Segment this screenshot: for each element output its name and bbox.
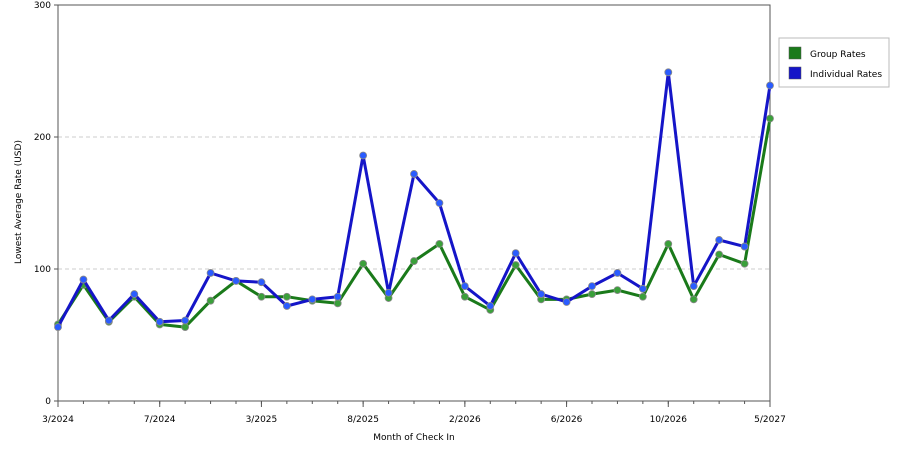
y-axis-title: Lowest Average Rate (USD) [14, 140, 24, 264]
data-point-group-rates [613, 286, 622, 295]
x-tick-label: 7/2024 [144, 415, 176, 425]
series-layer [54, 68, 774, 331]
data-point-individual-rates [766, 81, 774, 90]
legend-label-individual-rates: Individual Rates [810, 70, 882, 80]
x-tick-label: 5/2027 [754, 415, 786, 425]
data-point-individual-rates [155, 317, 164, 326]
data-point-group-rates [511, 261, 520, 269]
data-point-individual-rates [359, 151, 368, 160]
data-point-group-rates [333, 299, 342, 308]
data-point-group-rates [588, 290, 596, 298]
data-point-individual-rates [486, 302, 495, 310]
y-tick-label: 300 [34, 1, 51, 11]
axes-layer: 0 100 200 300 3/2024 7/2024 3/2025 8/2025 2/2026… [34, 1, 786, 425]
data-point-individual-rates [588, 282, 596, 291]
data-point-individual-rates [511, 249, 520, 258]
data-point-individual-rates [308, 295, 317, 304]
y-tick-label: 0 [45, 397, 51, 407]
y-tick-label: 100 [34, 265, 51, 275]
data-point-group-rates [359, 259, 368, 268]
x-tick-label: 2/2026 [449, 415, 481, 425]
series-line-group-rates [56, 118, 772, 329]
data-point-individual-rates [206, 269, 215, 277]
data-point-individual-rates [537, 290, 546, 298]
data-point-individual-rates [460, 282, 469, 291]
data-point-individual-rates [257, 278, 266, 287]
grid-layer [58, 136, 770, 270]
x-tick-label: 3/2025 [246, 415, 278, 425]
data-point-individual-rates [664, 68, 673, 77]
data-point-group-rates [638, 292, 647, 301]
data-point-individual-rates [562, 298, 571, 306]
data-point-group-rates [410, 257, 418, 265]
data-point-individual-rates [715, 236, 724, 244]
data-point-individual-rates [435, 199, 444, 207]
data-point-individual-rates [181, 316, 190, 325]
data-point-individual-rates [79, 275, 88, 284]
data-point-group-rates [460, 292, 469, 301]
x-tick-label: 6/2026 [551, 415, 583, 425]
data-point-individual-rates [384, 288, 393, 297]
x-axis-title: Month of Check In [373, 433, 455, 443]
x-tick-label: 10/2026 [650, 415, 688, 425]
data-point-group-rates [206, 296, 215, 305]
data-point-group-rates [740, 259, 749, 268]
legend-label-group-rates: Group Rates [810, 50, 866, 60]
data-point-individual-rates [54, 323, 62, 331]
legend: Group Rates Individual Rates [778, 37, 890, 88]
data-point-group-rates [715, 250, 724, 259]
data-point-individual-rates [130, 290, 139, 298]
data-point-group-rates [282, 292, 291, 301]
plot-frame [57, 4, 771, 402]
legend-swatch-group-rates [788, 46, 802, 60]
data-point-group-rates [181, 323, 190, 331]
x-tick-label: 8/2025 [347, 415, 379, 425]
data-point-individual-rates [104, 316, 113, 325]
data-point-individual-rates [232, 276, 240, 285]
data-point-group-rates [689, 295, 698, 304]
data-point-individual-rates [613, 269, 622, 277]
data-point-group-rates [664, 240, 673, 248]
data-point-individual-rates [282, 302, 291, 310]
series-line-individual-rates [56, 70, 772, 328]
legend-swatch-individual-rates [788, 66, 802, 80]
data-point-individual-rates [333, 292, 342, 301]
data-point-individual-rates [740, 242, 749, 251]
y-tick-label: 200 [34, 133, 51, 143]
data-point-individual-rates [689, 282, 698, 291]
data-point-individual-rates [410, 170, 418, 178]
data-point-group-rates [257, 292, 266, 301]
data-point-group-rates [766, 114, 774, 123]
data-point-group-rates [435, 240, 444, 248]
x-tick-label: 3/2024 [42, 415, 74, 425]
data-point-individual-rates [638, 284, 647, 293]
